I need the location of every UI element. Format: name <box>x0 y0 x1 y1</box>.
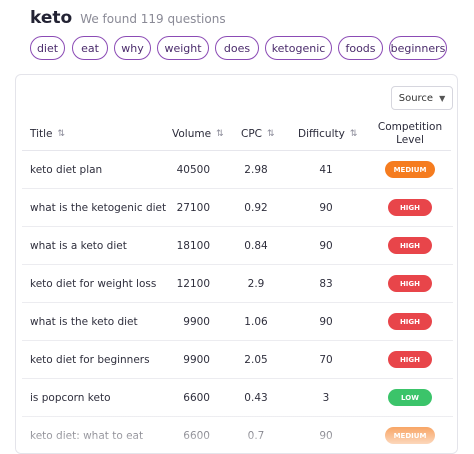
row-volume: 9900 <box>183 315 210 328</box>
row-divider <box>22 378 453 379</box>
chip-weight[interactable]: weight <box>157 36 209 60</box>
chip-diet[interactable]: diet <box>30 36 65 60</box>
row-title: what is a keto diet <box>30 239 127 252</box>
competition-badge: LOW <box>388 389 432 406</box>
table-row[interactable]: keto diet for weight loss 12100 2.9 83 HIGH <box>16 265 457 303</box>
competition-badge: MEDIUM <box>384 161 436 178</box>
row-competition: HIGH <box>383 189 437 226</box>
table-row[interactable]: what is a keto diet 18100 0.84 90 HIGH <box>16 227 457 265</box>
filter-chips: diet eat why weight does ketogenic foods… <box>30 36 470 62</box>
competition-badge: HIGH <box>388 275 432 292</box>
competition-badge: HIGH <box>388 199 432 216</box>
search-keyword: keto <box>30 8 73 28</box>
column-header-competition[interactable]: Competition Level <box>371 121 449 147</box>
results-count: We found 119 questions <box>80 12 226 26</box>
competition-badge: HIGH <box>388 237 432 254</box>
row-cpc: 0.7 <box>247 429 265 442</box>
row-competition: HIGH <box>383 303 437 340</box>
row-title: keto diet: what to eat <box>30 429 144 442</box>
row-cpc: 0.84 <box>244 239 268 252</box>
chip-eat[interactable]: eat <box>72 36 108 60</box>
column-volume-label: Volume <box>172 128 212 140</box>
row-title: keto diet plan <box>30 163 103 176</box>
row-divider <box>22 188 453 189</box>
column-competition-label: Competition <box>377 121 443 133</box>
row-title: keto diet for weight loss <box>30 277 157 290</box>
row-competition: HIGH <box>383 265 437 302</box>
row-volume: 18100 <box>176 239 210 252</box>
source-label: Source <box>398 92 434 104</box>
row-difficulty: 90 <box>319 201 333 214</box>
competition-badge: HIGH <box>388 313 432 330</box>
row-volume: 27100 <box>176 201 210 214</box>
competition-badge: MEDIUM <box>384 427 436 444</box>
column-competition-label: Level <box>396 134 424 146</box>
table-row[interactable]: what is the ketogenic diet 27100 0.92 90 HIG… <box>16 189 457 227</box>
row-divider <box>22 340 453 341</box>
row-competition: MEDIUM <box>383 417 437 453</box>
table-row[interactable]: keto diet: what to eat 6600 0.7 90 MEDIUM <box>16 417 457 453</box>
sort-icon: ⇅ <box>349 129 358 139</box>
row-difficulty: 90 <box>319 239 333 252</box>
row-title: what is the keto diet <box>30 315 138 328</box>
questions-table-panel: Source ▼ Title ⇅ Volume ⇅ CPC ⇅ Difficul… <box>15 74 458 454</box>
results-header: keto We found 119 questions <box>30 8 226 34</box>
column-header-title[interactable]: Title ⇅ <box>30 127 65 141</box>
row-divider <box>22 226 453 227</box>
row-cpc: 0.92 <box>244 201 268 214</box>
row-cpc: 0.43 <box>244 391 268 404</box>
sort-icon: ⇅ <box>267 129 275 139</box>
chip-beginners[interactable]: beginners <box>389 36 447 60</box>
row-cpc: 2.98 <box>244 163 268 176</box>
row-competition: LOW <box>383 379 437 416</box>
row-title: is popcorn keto <box>30 391 111 404</box>
row-title: keto diet for beginners <box>30 353 150 366</box>
table-row[interactable]: is popcorn keto 6600 0.43 3 LOW <box>16 379 457 417</box>
source-dropdown-button[interactable]: Source ▼ <box>391 86 453 110</box>
row-difficulty: 41 <box>319 163 333 176</box>
column-cpc-label: CPC <box>241 128 262 140</box>
row-cpc: 2.05 <box>244 353 268 366</box>
chevron-down-icon: ▼ <box>439 93 446 103</box>
row-difficulty: 70 <box>319 353 333 366</box>
row-difficulty: 90 <box>319 315 333 328</box>
column-header-volume[interactable]: Volume ⇅ <box>172 127 224 141</box>
row-volume: 40500 <box>176 163 210 176</box>
row-volume: 12100 <box>176 277 210 290</box>
chip-why[interactable]: why <box>114 36 151 60</box>
column-title-label: Title <box>30 128 53 140</box>
table-row[interactable]: keto diet for beginners 9900 2.05 70 HIGH <box>16 341 457 379</box>
row-difficulty: 3 <box>322 391 330 404</box>
row-difficulty: 90 <box>319 429 333 442</box>
competition-badge: HIGH <box>388 351 432 368</box>
row-volume: 6600 <box>183 429 210 442</box>
row-volume: 9900 <box>183 353 210 366</box>
header-divider <box>22 150 451 151</box>
chip-foods[interactable]: foods <box>338 36 383 60</box>
sort-icon: ⇅ <box>57 129 66 139</box>
row-title: what is the ketogenic diet <box>30 201 167 214</box>
row-competition: HIGH <box>383 341 437 378</box>
chip-ketogenic[interactable]: ketogenic <box>265 36 332 60</box>
row-competition: MEDIUM <box>383 151 437 188</box>
column-difficulty-label: Difficulty <box>298 128 345 140</box>
row-cpc: 2.9 <box>247 277 265 290</box>
column-header-difficulty[interactable]: Difficulty ⇅ <box>298 127 357 141</box>
row-divider <box>22 264 453 265</box>
row-cpc: 1.06 <box>244 315 268 328</box>
column-header-cpc[interactable]: CPC ⇅ <box>241 127 275 141</box>
table-row[interactable]: what is the keto diet 9900 1.06 90 HIGH <box>16 303 457 341</box>
row-difficulty: 83 <box>319 277 333 290</box>
row-competition: HIGH <box>383 227 437 264</box>
sort-icon: ⇅ <box>216 129 224 139</box>
row-volume: 6600 <box>183 391 210 404</box>
chip-does[interactable]: does <box>215 36 259 60</box>
row-divider <box>22 302 453 303</box>
table-row[interactable]: keto diet plan 40500 2.98 41 MEDIUM <box>16 151 457 189</box>
